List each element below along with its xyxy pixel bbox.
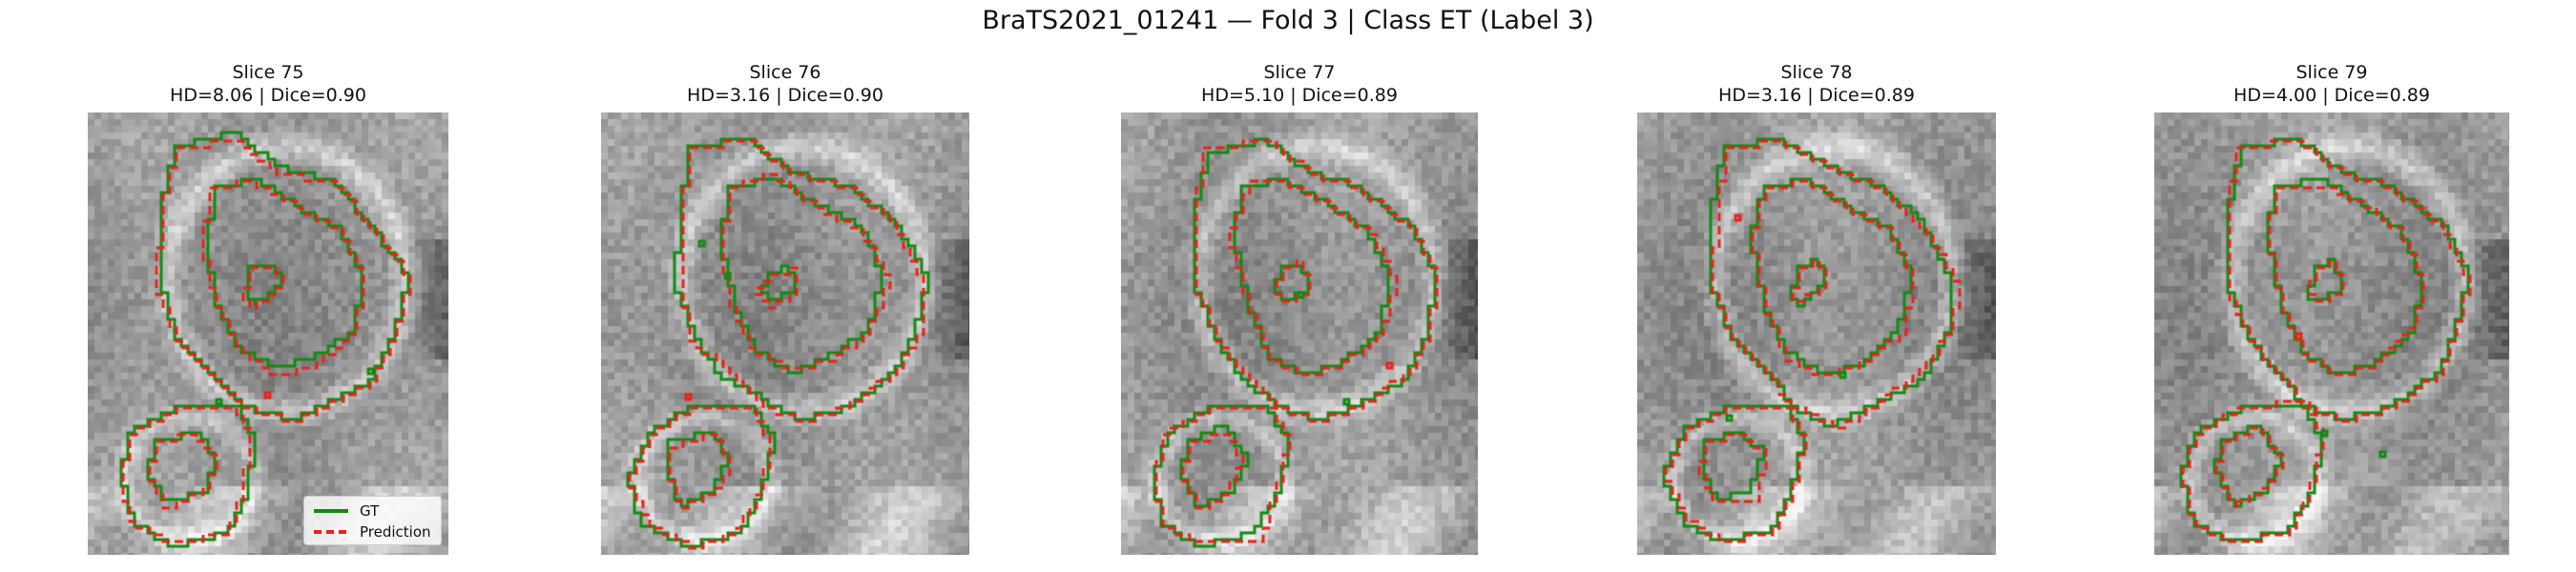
slice-panel: Slice 75 HD=8.06 | Dice=0.90 [88,61,448,555]
panel-slice-label: Slice 79 [2296,62,2368,83]
mri-slice-image [601,112,969,555]
panel-slice-label: Slice 77 [1263,62,1336,83]
legend: GT Prediction [303,496,442,545]
mri-slice-image [88,112,448,555]
legend-label-prediction: Prediction [360,523,431,541]
slice-panel: Slice 78 HD=3.16 | Dice=0.89 [1637,61,1996,555]
panel-metrics-label: HD=3.16 | Dice=0.90 [687,85,883,106]
slice-panel: Slice 77 HD=5.10 | Dice=0.89 [1121,61,1478,555]
panel-slice-label: Slice 75 [232,62,304,83]
slice-panel: Slice 76 HD=3.16 | Dice=0.90 [601,61,969,555]
slice-panel: Slice 79 HD=4.00 | Dice=0.89 [2154,61,2509,555]
mri-slice-image [2154,112,2509,555]
panel-slice-label: Slice 76 [749,62,821,83]
gt-line-swatch [314,509,348,513]
panel-metrics-label: HD=5.10 | Dice=0.89 [1201,85,1398,106]
panel-metrics-label: HD=3.16 | Dice=0.89 [1718,85,1915,106]
mri-slice-image [1121,112,1478,555]
figure-title: BraTS2021_01241 — Fold 3 | Class ET (Lab… [982,6,1594,35]
prediction-line-swatch [314,530,348,534]
mri-slice-image [1637,112,1996,555]
panel-metrics-label: HD=8.06 | Dice=0.90 [170,85,366,106]
panel-slice-label: Slice 78 [1780,62,1853,83]
panel-metrics-label: HD=4.00 | Dice=0.89 [2233,85,2430,106]
legend-label-gt: GT [360,502,380,520]
